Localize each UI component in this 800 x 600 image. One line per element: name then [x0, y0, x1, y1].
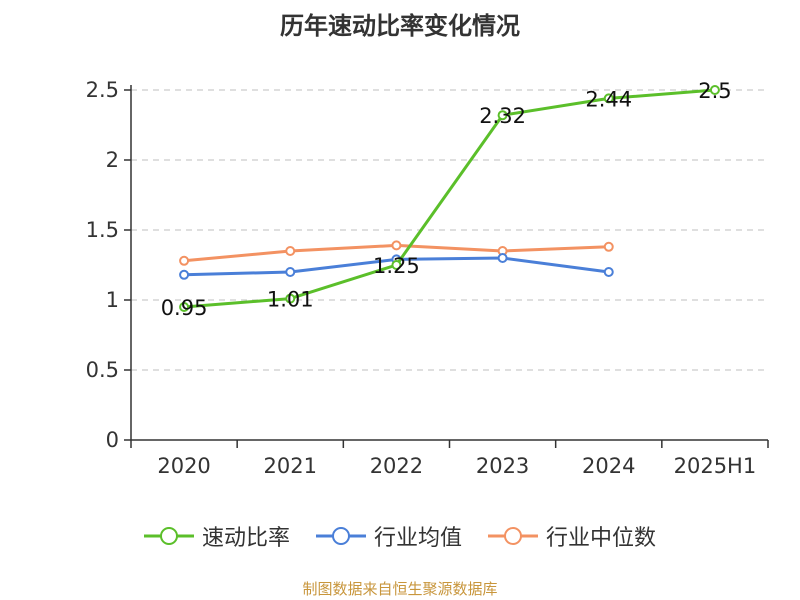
y-tick-label: 1	[106, 288, 119, 312]
axes	[124, 85, 769, 448]
x-tick-label: 2020	[157, 454, 210, 478]
data-label: 1.25	[373, 254, 420, 278]
x-tick-label: 2021	[264, 454, 317, 478]
legend-line-icon	[315, 527, 366, 545]
x-tick-label: 2023	[476, 454, 529, 478]
source-note: 制图数据来自恒生聚源数据库	[302, 580, 498, 598]
series-group	[179, 85, 720, 312]
data-point	[391, 240, 402, 251]
y-tick-label: 1.5	[86, 218, 119, 242]
data-point	[285, 246, 296, 256]
y-tick-label: 2	[106, 148, 119, 172]
data-point	[497, 253, 508, 263]
legend-line-icon	[488, 527, 538, 545]
data-point	[497, 110, 508, 121]
legend-label: 行业中位数	[546, 526, 657, 551]
x-tick-labels: 2020 2021 2022 2023 2024 2025H1	[157, 454, 756, 478]
data-label: 1.01	[267, 288, 314, 312]
x-tick-label: 2025H1	[674, 454, 757, 478]
legend-label: 速动比率	[201, 526, 290, 551]
data-point	[285, 267, 296, 277]
data-label: 2.32	[479, 104, 526, 128]
x-tick-label: 2022	[370, 454, 423, 478]
data-point	[603, 93, 614, 104]
legend-label: 行业均值	[373, 526, 462, 551]
y-tick-label: 0.5	[86, 358, 119, 382]
data-label: 0.95	[161, 296, 208, 320]
data-point	[179, 255, 190, 266]
series-line	[183, 88, 716, 309]
data-point	[603, 241, 614, 252]
data-point	[285, 293, 296, 304]
data-point	[603, 267, 614, 277]
legend-item-2[interactable]: 行业中位数	[488, 520, 656, 552]
y-tick-label: 2.5	[86, 78, 119, 102]
chart-title: 历年速动比率变化情况	[280, 12, 520, 40]
legend-item-1[interactable]: 行业均值	[315, 520, 462, 552]
data-label: 2.44	[585, 87, 632, 111]
y-tick-labels: 0 0.5 1 1.5 2 2.5	[86, 78, 119, 452]
data-label: 2.5	[698, 79, 731, 103]
data-point	[391, 260, 402, 270]
x-tick-label: 2024	[582, 454, 635, 478]
data-point	[179, 269, 190, 280]
legend-item-0[interactable]: 速动比率	[143, 520, 290, 552]
data-point	[179, 302, 190, 312]
data-point	[709, 85, 720, 95]
legend-line-icon	[143, 527, 194, 545]
data-labels: 0.95 1.01 1.25 2.32 2.44 2.5	[161, 79, 732, 320]
legend: 速动比率 行业均值 行业中位数	[0, 520, 800, 552]
y-tick-label: 0	[106, 428, 119, 452]
grid-lines	[131, 89, 768, 371]
